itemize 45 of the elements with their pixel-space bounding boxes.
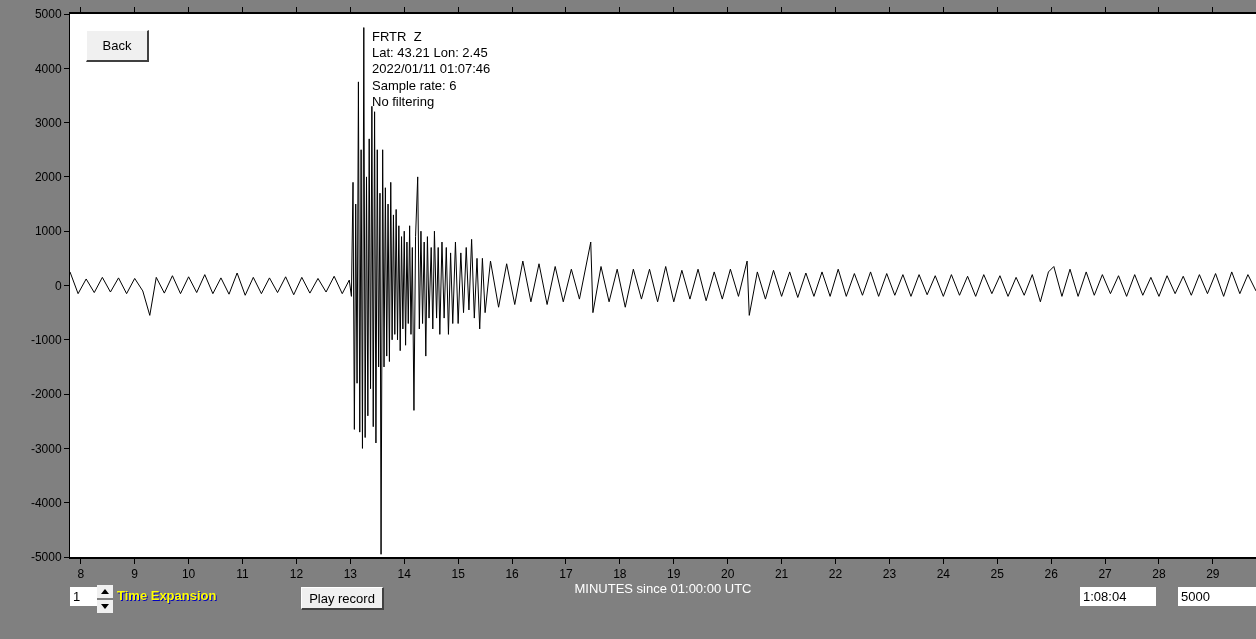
text: 1 <box>70 587 97 606</box>
y-tick-label: 1000 <box>34 224 62 239</box>
y-tick-label: 4000 <box>34 61 62 76</box>
annotation: Lat: 43.21 Lon: 2.45 <box>372 45 488 61</box>
x-tick-label: 20 <box>721 567 735 582</box>
text: 5000 <box>1178 587 1256 606</box>
annotation: No filtering <box>372 94 435 110</box>
x-tick-label: 13 <box>343 567 358 582</box>
y-tick-label: -4000 <box>30 495 62 510</box>
x-tick-label: 14 <box>397 567 412 582</box>
x-tick-label: 27 <box>1098 567 1113 582</box>
x-tick-label: 21 <box>774 567 789 582</box>
x-tick-label: 29 <box>1206 567 1220 582</box>
y-tick-label: 3000 <box>34 115 62 130</box>
annotation: FRTR Z <box>372 29 422 45</box>
y-tick-label: -2000 <box>30 387 62 402</box>
x-tick-label: 25 <box>990 567 1005 582</box>
y-tick-label: -1000 <box>30 333 62 347</box>
x-axis-title: MINUTES since 01:00:00 UTC <box>574 581 752 597</box>
text: 1:08:04 <box>1080 587 1156 606</box>
y-tick-label: -3000 <box>30 441 62 456</box>
x-tick-label: 9 <box>131 567 139 582</box>
text: Time Expansion <box>117 588 217 603</box>
annotation: 2022/01/11 01:07:46 <box>372 61 491 77</box>
annotation: Back <box>86 30 149 62</box>
y-tick-label: 2000 <box>34 170 62 185</box>
x-tick-label: 24 <box>936 567 951 582</box>
x-tick-label: 17 <box>559 567 573 582</box>
x-tick-label: 12 <box>289 567 304 582</box>
x-tick-label: 26 <box>1044 567 1059 582</box>
y-tick-label: 5000 <box>34 7 62 22</box>
text: Play record <box>301 587 384 610</box>
x-tick-label: 23 <box>882 567 897 582</box>
x-tick-label: 8 <box>77 567 85 582</box>
x-tick-label: 15 <box>451 567 466 582</box>
x-tick-label: 11 <box>236 567 250 582</box>
x-tick-label: 18 <box>613 567 627 582</box>
y-tick-label: -5000 <box>30 550 62 565</box>
annotation: Sample rate: 6 <box>372 78 457 94</box>
x-tick-label: 22 <box>828 567 843 582</box>
x-tick-label: 28 <box>1152 567 1166 582</box>
x-tick-label: 19 <box>667 567 681 582</box>
x-tick-label: 10 <box>181 567 196 582</box>
y-tick-label: 0 <box>54 278 62 293</box>
x-tick-label: 16 <box>505 567 520 582</box>
